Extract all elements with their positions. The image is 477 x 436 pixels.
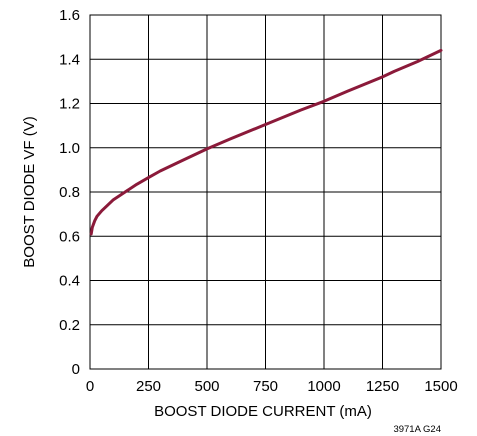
x-tick-labels: 0 250 500 750 1000 1250 1500 [86,378,458,395]
y-tick-label: 0.4 [59,273,80,290]
y-tick-label: 0.2 [59,317,80,334]
y-tick-label: 1.0 [59,140,80,157]
y-tick-label: 0.8 [59,184,80,201]
x-tick-label: 1500 [424,378,457,395]
series-line [89,48,443,236]
figure-code: 3971A G24 [393,424,441,435]
y-tick-label: 1.6 [59,7,80,24]
x-axis-label: BOOST DIODE CURRENT (mA) [154,403,372,420]
x-tick-label: 0 [86,378,94,395]
x-tick-label: 750 [253,378,278,395]
y-tick-labels: 0 0.2 0.4 0.6 0.8 1.0 1.2 1.4 1.6 [59,7,80,378]
grid-lines [89,14,442,370]
x-tick-label: 500 [194,378,219,395]
y-tick-label: 1.2 [59,96,80,113]
y-tick-label: 0.6 [59,228,80,245]
x-tick-label: 250 [136,378,161,395]
x-tick-label: 1000 [307,378,340,395]
plot-frame [89,14,442,370]
y-tick-label: 0 [72,361,80,378]
x-tick-label: 1250 [366,378,399,395]
y-axis-label: BOOST DIODE VF (V) [21,116,38,267]
y-tick-label: 1.4 [59,51,80,68]
